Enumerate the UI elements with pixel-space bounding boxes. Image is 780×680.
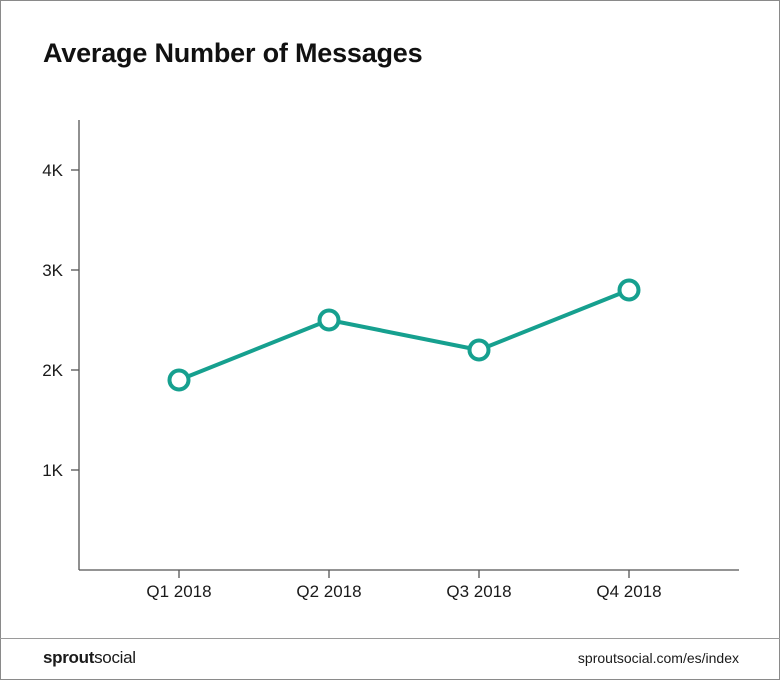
y-tick-label: 3K <box>42 261 63 280</box>
data-point <box>617 278 641 302</box>
x-tick-label: Q2 2018 <box>296 582 361 601</box>
data-point <box>167 368 191 392</box>
x-tick-label: Q1 2018 <box>146 582 211 601</box>
x-tick-label: Q4 2018 <box>596 582 661 601</box>
brand-logo: sproutsocial <box>43 648 136 668</box>
y-tick-label: 4K <box>42 161 63 180</box>
brand-logo-part2: social <box>94 648 136 667</box>
y-tick-label: 2K <box>42 361 63 380</box>
source-url: sproutsocial.com/es/index <box>577 650 739 666</box>
series-line <box>177 288 631 382</box>
brand-logo-part1: sprout <box>43 648 95 667</box>
data-point <box>467 338 491 362</box>
x-tick-label: Q3 2018 <box>446 582 511 601</box>
y-tick-label: 1K <box>42 461 63 480</box>
chart-axes <box>78 120 739 571</box>
chart-ticks: 1K 2K 3K 4K Q1 2018 Q2 2018 Q3 2018 Q4 2018 <box>42 161 661 601</box>
chart-series <box>167 278 641 392</box>
footer-divider <box>0 638 780 639</box>
chart-title: Average Number of Messages <box>43 38 423 68</box>
data-point <box>317 308 341 332</box>
